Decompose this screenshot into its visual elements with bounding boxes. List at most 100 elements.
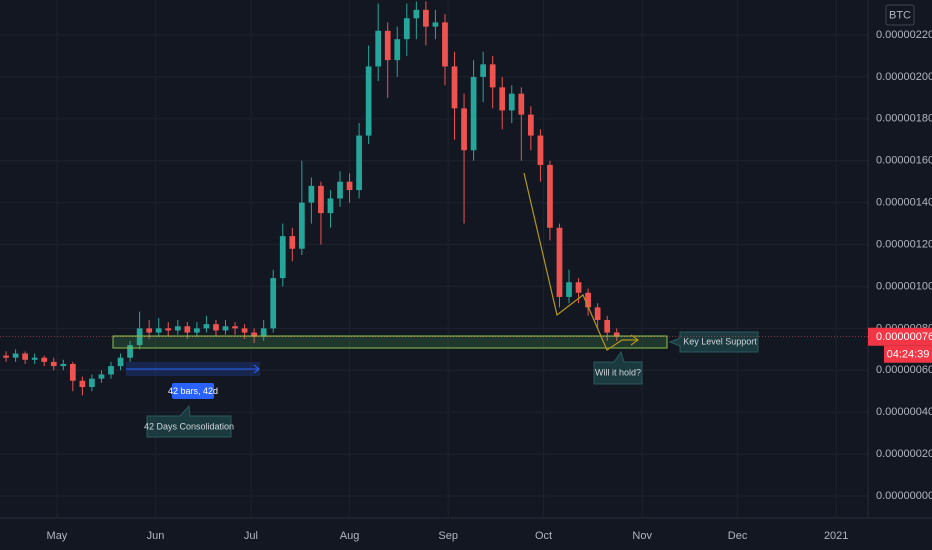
candle-body	[184, 326, 191, 333]
candle-body	[79, 380, 86, 388]
candle-body	[89, 378, 95, 388]
y-tick-label: 0.00000180	[876, 113, 932, 125]
x-tick-label: Jul	[244, 530, 258, 542]
candle-body	[403, 18, 410, 40]
candle-body	[556, 227, 563, 297]
candle-body	[575, 282, 582, 293]
candle-body	[442, 22, 448, 67]
candle-body	[470, 76, 477, 151]
candle-body	[22, 353, 28, 360]
candle-body	[604, 319, 611, 333]
question-callout	[593, 350, 643, 385]
y-tick-label: 0.00000140	[876, 197, 932, 209]
range-label: 42 bars, 42d	[168, 386, 218, 396]
candle-body	[489, 64, 496, 88]
candle-body	[146, 328, 153, 333]
countdown-label: 04:24:39	[887, 349, 930, 361]
candle-body	[117, 357, 124, 367]
candle-body	[423, 9, 429, 27]
consolidation-label: 42 Days Consolidation	[144, 421, 234, 431]
y-tick-label: 0.00000160	[876, 155, 932, 167]
candle-body	[270, 278, 277, 329]
range-arrow	[253, 364, 260, 374]
candle-body	[136, 328, 143, 346]
candle-body	[594, 307, 601, 320]
drawings: 42 bars, 42d 42 Days Consolidation Will …	[112, 172, 759, 438]
x-tick-label: 2021	[824, 530, 848, 542]
candle-body	[260, 328, 267, 337]
countdown-box	[884, 345, 932, 363]
candle-body	[432, 22, 439, 27]
candle-body	[251, 332, 257, 337]
candle-body	[60, 363, 67, 367]
candle-body	[508, 93, 515, 111]
candle-body	[222, 326, 229, 331]
key-level-label: Key Level Support	[683, 336, 757, 346]
candle-body	[480, 64, 487, 77]
candle-body	[232, 326, 238, 329]
candle-body	[165, 328, 172, 331]
candle-body	[194, 328, 200, 333]
x-tick-label: May	[47, 530, 68, 542]
candle-body	[451, 66, 458, 109]
candle-body	[127, 345, 133, 358]
x-tick-label: Sep	[438, 530, 458, 542]
axes: 0.00000000 0.00000020 0.00000040 0.00000060…	[0, 29, 932, 542]
y-tick-label: 0.00000200	[876, 71, 932, 83]
candle-body	[537, 135, 544, 165]
candle-body	[241, 328, 248, 333]
candle-body	[375, 30, 382, 67]
candle-body	[346, 181, 353, 191]
y-tick-label: 0.00000000	[876, 490, 932, 502]
pattern-line	[523, 172, 637, 351]
key-level-band	[112, 335, 668, 349]
candle-body	[318, 185, 324, 214]
candle-body	[518, 93, 525, 115]
candle-body	[213, 324, 219, 331]
candle-body	[155, 328, 162, 333]
x-tick-label: Jun	[147, 530, 165, 542]
y-tick-label: 0.00000060	[876, 364, 932, 376]
x-tick-label: Aug	[340, 530, 360, 542]
candle-body	[12, 353, 19, 358]
candle-body	[461, 108, 467, 151]
y-tick-label: 0.00000220	[876, 29, 932, 41]
candle-body	[384, 30, 391, 61]
candle-body	[308, 185, 315, 203]
candle-body	[50, 361, 57, 367]
consolidation-callout	[146, 404, 232, 438]
y-tick-label: 0.00000100	[876, 280, 932, 292]
candle-body	[108, 366, 114, 375]
candles	[3, 1, 620, 396]
candle-body	[547, 164, 553, 228]
x-tick-label: Nov	[632, 530, 652, 542]
candle-body	[203, 324, 210, 329]
candle-body	[279, 236, 286, 279]
candle-body	[566, 282, 572, 297]
candle-body	[98, 374, 105, 379]
candle-body	[356, 135, 362, 191]
candle-body	[31, 357, 38, 360]
candle-body	[41, 357, 48, 362]
candle-body	[289, 236, 296, 249]
candle-body	[327, 198, 334, 214]
x-tick-label: Oct	[535, 530, 552, 542]
candle-body	[298, 202, 305, 249]
candle-body	[499, 87, 506, 111]
range-label-box	[172, 383, 214, 399]
candle-body	[394, 39, 401, 61]
x-tick-label: Dec	[728, 530, 748, 542]
candle-body	[413, 9, 420, 19]
last-price-label: 0.00000076	[876, 331, 932, 343]
y-tick-label: 0.00000120	[876, 238, 932, 250]
candle-body	[527, 114, 534, 136]
candle-body	[585, 292, 591, 308]
question-label: Will it hold?	[595, 367, 641, 377]
candle-body	[3, 355, 9, 358]
currency-label: BTC	[889, 9, 911, 21]
candle-body	[69, 363, 76, 381]
candle-body	[337, 181, 343, 199]
candle-body	[174, 326, 181, 331]
